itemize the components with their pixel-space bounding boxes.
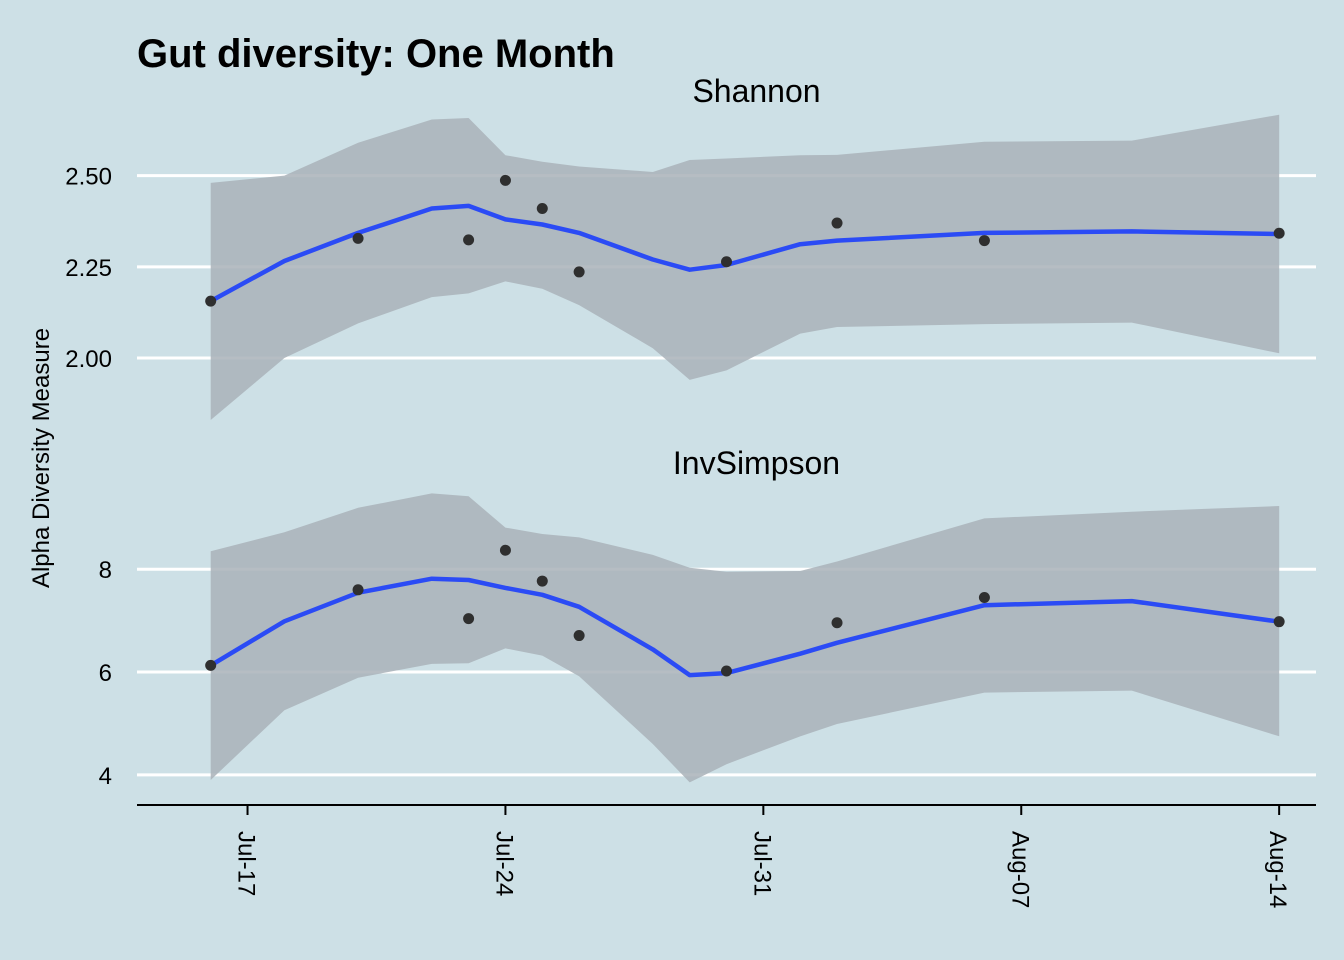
facet-strip-label: InvSimpson: [673, 445, 840, 481]
x-tick-label: Jul-24: [490, 831, 517, 896]
data-point: [831, 617, 843, 629]
smooth-line: [208, 203, 1282, 304]
panel-shannon: Shannon 2.00 2.25 2.50: [65, 73, 1316, 420]
x-tick-label: Jul-17: [233, 831, 260, 896]
y-tick-label: 2.25: [65, 255, 112, 282]
data-point: [1273, 227, 1285, 239]
data-point: [463, 234, 475, 246]
data-point: [536, 202, 548, 214]
chart-title: Gut diversity: One Month: [137, 32, 615, 76]
data-point: [463, 613, 475, 625]
y-axis-label: Alpha Diversity Measure: [28, 328, 55, 588]
confidence-band: [210, 493, 1280, 783]
facet-strip-label: Shannon: [692, 73, 820, 109]
panel-invsimpson: InvSimpson 4 6 8: [99, 445, 1316, 790]
data-point: [573, 630, 585, 642]
data-point: [1273, 616, 1285, 628]
confidence-band: [210, 114, 1280, 420]
x-tick-label: Jul-31: [748, 831, 775, 896]
data-point: [499, 174, 511, 186]
data-point: [721, 665, 732, 677]
data-point: [352, 232, 364, 244]
x-tick-label: Aug-07: [1006, 831, 1033, 908]
data-point: [721, 256, 732, 268]
data-point: [499, 544, 511, 556]
data-point: [978, 235, 990, 247]
data-point: [978, 592, 990, 604]
data-point: [352, 584, 364, 596]
data-point: [831, 217, 843, 229]
facet-panels: Shannon 2.00 2.25 2.50 InvSimpson 4 6 8: [65, 73, 1316, 790]
smooth-line: [208, 576, 1282, 678]
data-point: [205, 659, 217, 671]
y-tick-label: 2.50: [65, 164, 112, 191]
y-tick-label: 4: [99, 763, 112, 790]
data-point: [205, 295, 217, 307]
y-tick-label: 2.00: [65, 346, 112, 373]
x-tick-label: Aug-14: [1264, 831, 1291, 908]
data-point: [536, 575, 548, 587]
x-axis: Jul-17 Jul-24 Jul-31 Aug-07 Aug-14: [137, 804, 1316, 908]
data-point: [573, 266, 585, 278]
y-tick-label: 6: [99, 660, 112, 687]
y-tick-label: 8: [99, 557, 112, 584]
